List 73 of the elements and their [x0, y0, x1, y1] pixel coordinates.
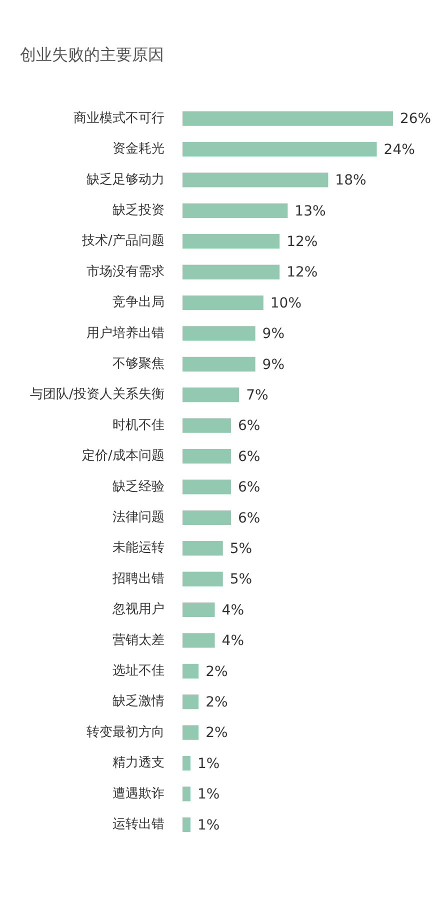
y-tick-label: 与团队/投资人关系失衡 — [30, 387, 164, 402]
y-tick-label: 时机不佳 — [112, 418, 164, 433]
y-tick-label: 选址不佳 — [112, 664, 164, 679]
data-label: 2% — [206, 664, 228, 680]
y-tick-label: 法律问题 — [112, 510, 164, 526]
y-tick-label: 缺乏投资 — [112, 203, 164, 218]
data-label: 1% — [197, 786, 220, 803]
bar — [182, 480, 231, 494]
data-label: 2% — [206, 725, 228, 742]
data-label: 4% — [222, 602, 244, 618]
bar — [182, 388, 240, 402]
bar — [182, 326, 256, 341]
y-tick-label: 营销太差 — [112, 632, 164, 648]
bar — [182, 448, 231, 464]
data-label: 24% — [384, 142, 415, 158]
data-label: 12% — [286, 234, 318, 250]
bar — [182, 234, 280, 249]
data-label: 6% — [238, 448, 260, 465]
data-label: 5% — [230, 540, 252, 557]
y-tick-label: 缺乏激情 — [112, 694, 164, 710]
data-label: 5% — [230, 572, 252, 588]
bar — [182, 510, 231, 525]
bar — [182, 203, 288, 218]
y-tick-label: 遭遇欺诈 — [112, 786, 164, 802]
y-tick-label: 未能运转 — [112, 540, 164, 556]
bar — [182, 295, 264, 310]
y-tick-label: 精力透支 — [112, 756, 164, 771]
bar — [182, 817, 190, 832]
bar — [182, 664, 199, 678]
y-tick-label: 资金耗光 — [112, 142, 164, 157]
y-tick-label: 缺乏足够动力 — [86, 172, 164, 188]
bar — [182, 142, 377, 157]
data-label: 7% — [246, 387, 268, 404]
bar — [182, 786, 190, 802]
bar — [182, 541, 223, 556]
data-label: 9% — [262, 356, 284, 373]
chart-title: 创业失败的主要原因 — [20, 44, 164, 64]
bar — [182, 725, 199, 740]
bar — [182, 418, 231, 433]
data-label: 1% — [197, 817, 220, 834]
data-label: 1% — [197, 756, 220, 772]
y-tick-label: 用户培养出错 — [86, 324, 164, 341]
y-tick-label: 竞争出局 — [112, 295, 164, 310]
data-label: 13% — [294, 203, 326, 220]
data-label: 6% — [238, 418, 260, 434]
data-label: 10% — [270, 295, 302, 312]
bar — [182, 356, 256, 372]
y-tick-label: 不够聚焦 — [112, 356, 164, 372]
data-label: 6% — [238, 510, 260, 526]
y-tick-label: 招聘出错 — [111, 571, 164, 586]
data-label: 26% — [400, 111, 432, 128]
data-label: 6% — [238, 480, 260, 496]
bar — [182, 572, 223, 586]
data-label: 18% — [335, 172, 366, 189]
y-tick-label: 定价/成本问题 — [82, 448, 164, 464]
bar — [182, 694, 199, 710]
y-tick-label: 忽视用户 — [111, 602, 164, 618]
y-tick-label: 技术/产品问题 — [80, 234, 164, 249]
data-label: 2% — [206, 694, 228, 710]
bar — [182, 111, 393, 126]
y-tick-label: 转变最初方向 — [86, 724, 164, 740]
y-tick-label: 商业模式不可行 — [73, 110, 164, 126]
bar — [182, 172, 328, 188]
y-tick-label: 缺乏经验 — [112, 479, 164, 494]
bar — [182, 264, 280, 280]
data-label: 12% — [286, 264, 318, 281]
bar — [182, 756, 190, 771]
y-tick-label: 运转出错 — [112, 817, 164, 832]
y-tick-label: 市场没有需求 — [86, 264, 164, 280]
bar — [182, 633, 215, 648]
data-label: 9% — [262, 326, 284, 342]
bar — [182, 602, 215, 618]
data-label: 4% — [222, 633, 244, 650]
